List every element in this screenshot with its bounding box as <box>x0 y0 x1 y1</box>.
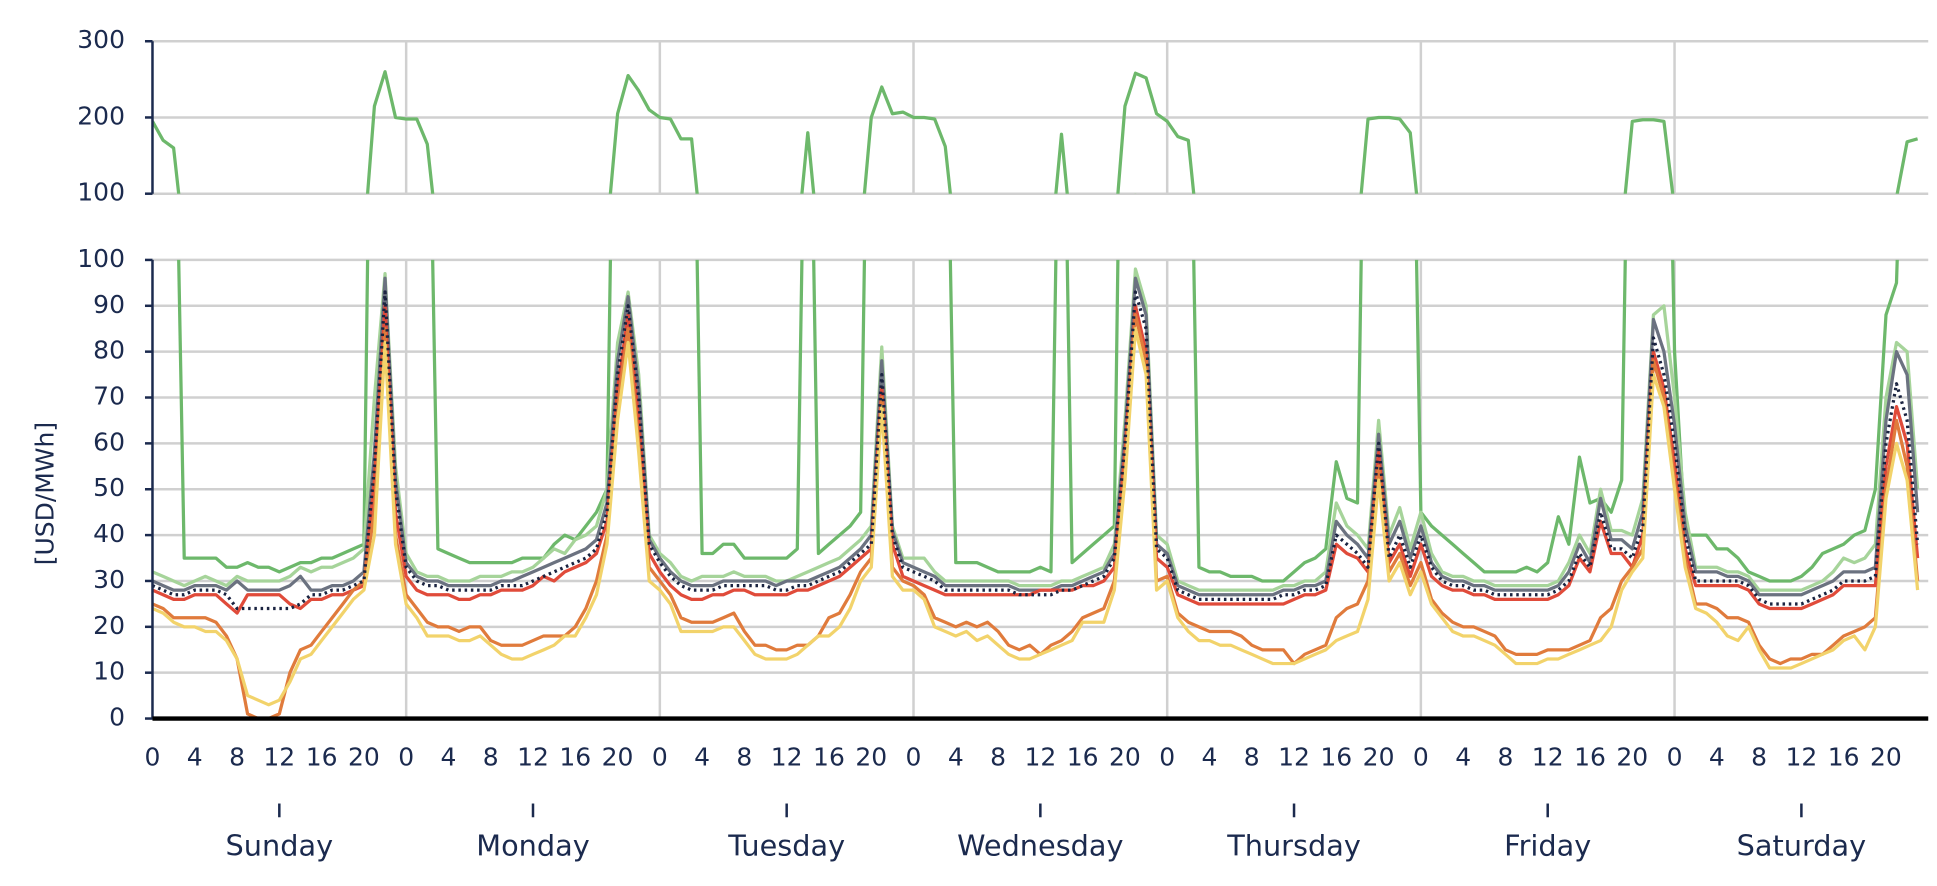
x-tick-label: 16 <box>559 743 591 772</box>
x-tick-label: 4 <box>1709 743 1725 772</box>
series-line <box>152 304 1920 615</box>
x-tick-label: 0 <box>652 743 668 772</box>
x-tick-label: 8 <box>736 743 752 772</box>
y-tick-label: 40 <box>93 519 125 548</box>
x-tick-label: 8 <box>1751 743 1767 772</box>
series-line <box>152 267 1920 592</box>
x-tick-label: 16 <box>1067 743 1099 772</box>
y-tick-label: 20 <box>93 611 125 640</box>
x-tick-label: 12 <box>517 743 549 772</box>
y-tick-label: 70 <box>93 382 125 411</box>
x-tick-label: 8 <box>1244 743 1260 772</box>
series-line-upper <box>152 70 1919 194</box>
y-tick-label: 100 <box>77 244 125 273</box>
x-tick-label: 0 <box>398 743 414 772</box>
x-tick-label: 4 <box>948 743 964 772</box>
x-tick-label: 20 <box>348 743 380 772</box>
series-line-upper <box>152 201 1917 252</box>
x-tick-label: 12 <box>1532 743 1564 772</box>
x-tick-label: 12 <box>1785 743 1817 772</box>
y-tick-label: 100 <box>77 178 125 207</box>
x-tick-label: 16 <box>1828 743 1860 772</box>
x-tick-label: 8 <box>483 743 499 772</box>
x-tick-label: 12 <box>771 743 803 772</box>
x-tick-label: 12 <box>1024 743 1056 772</box>
x-tick-label: 20 <box>1616 743 1648 772</box>
series-line <box>152 327 1920 707</box>
x-tick-label: 4 <box>440 743 456 772</box>
x-tick-label: 0 <box>906 743 922 772</box>
x-tick-label: 16 <box>306 743 338 772</box>
x-tick-label: 20 <box>1870 743 1902 772</box>
x-tick-label: 20 <box>855 743 887 772</box>
x-tick-label: 16 <box>813 743 845 772</box>
series-line-upper <box>1134 193 1137 194</box>
y-tick-label: 10 <box>93 657 125 686</box>
series-line-upper <box>152 197 1917 250</box>
x-tick-label: 0 <box>145 743 161 772</box>
y-tick-label: 200 <box>77 101 125 130</box>
day-label: Sunday <box>226 828 334 862</box>
x-tick-label: 8 <box>990 743 1006 772</box>
x-tick-label: 4 <box>1202 743 1218 772</box>
day-label: Friday <box>1504 828 1591 862</box>
y-tick-label: 30 <box>93 565 125 594</box>
day-label: Saturday <box>1737 828 1867 862</box>
y-tick-label: 50 <box>93 473 125 502</box>
x-tick-label: 0 <box>1667 743 1683 772</box>
series-line <box>152 290 1920 611</box>
day-label: Monday <box>476 828 589 862</box>
x-tick-label: 16 <box>1320 743 1352 772</box>
y-tick-label: 80 <box>93 336 125 365</box>
y-tick-label: 90 <box>93 290 125 319</box>
x-tick-label: 4 <box>187 743 203 772</box>
y-axis-label: [USD/MWh] <box>30 422 59 565</box>
series-line-upper <box>152 205 1917 267</box>
x-tick-label: 8 <box>229 743 245 772</box>
y-tick-label: 60 <box>93 427 125 456</box>
x-tick-label: 0 <box>1159 743 1175 772</box>
x-tick-label: 20 <box>1363 743 1395 772</box>
x-tick-label: 12 <box>263 743 295 772</box>
x-tick-label: 20 <box>1109 743 1141 772</box>
x-tick-label: 0 <box>1413 743 1429 772</box>
series-line-upper <box>152 199 1917 252</box>
x-tick-label: 12 <box>1278 743 1310 772</box>
x-tick-label: 16 <box>1574 743 1606 772</box>
x-tick-label: 4 <box>1455 743 1471 772</box>
day-label: Wednesday <box>957 828 1123 862</box>
x-tick-label: 4 <box>694 743 710 772</box>
day-label: Thursday <box>1226 828 1361 862</box>
y-tick-label: 300 <box>77 25 125 54</box>
x-tick-label: 8 <box>1497 743 1513 772</box>
series-line <box>152 276 1920 597</box>
series-line <box>152 313 1920 719</box>
day-label: Tuesday <box>727 828 845 862</box>
x-tick-label: 20 <box>602 743 634 772</box>
series-line <box>177 259 1899 583</box>
y-tick-label: 0 <box>109 703 125 732</box>
